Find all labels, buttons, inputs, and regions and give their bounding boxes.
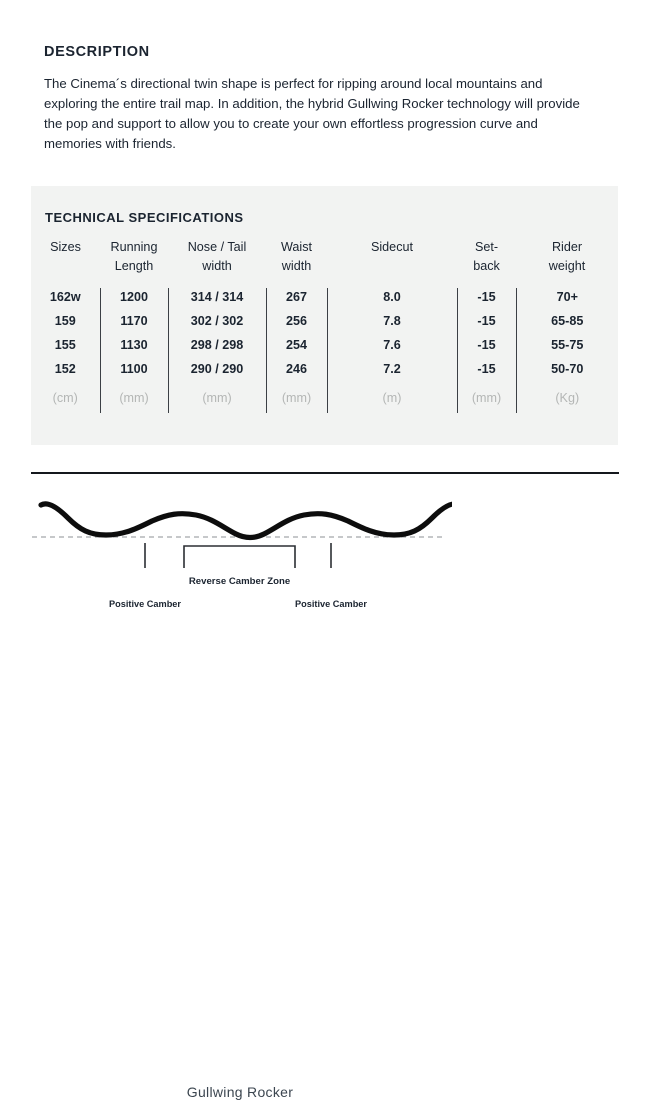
cell-running-length: 1170 <box>99 312 168 336</box>
header-line-2: width <box>202 259 232 273</box>
column-header-rider-weight: Rider weight <box>516 234 618 288</box>
rocker-profile-svg: Reverse Camber Zone Positive Camber Posi… <box>32 501 452 609</box>
header-line-1: Nose / Tail <box>187 240 247 254</box>
specifications-table: Sizes Running Length Nose / Tail width W… <box>31 234 618 413</box>
rocker-caption: Gullwing Rocker <box>186 1084 294 1100</box>
cell-setback: -15 <box>456 360 516 384</box>
unit-size: (cm) <box>52 391 78 405</box>
table-row: 155 1130 298 / 298 254 7.6 -15 55-75 <box>31 336 618 360</box>
positive-camber-left-label: Positive Camber <box>109 599 181 609</box>
cell-waist-width: 246 <box>265 360 327 384</box>
reverse-camber-bracket <box>183 545 296 568</box>
cell-rider-weight: 50-70 <box>515 360 618 384</box>
reverse-camber-zone-label: Reverse Camber Zone <box>189 576 290 587</box>
positive-camber-right-label: Positive Camber <box>295 599 367 609</box>
cell-size: 155 <box>54 338 76 352</box>
header-line-1: Sidecut <box>370 240 413 254</box>
cell-sidecut: 7.6 <box>326 336 457 360</box>
rocker-profile-diagram: Reverse Camber Zone Positive Camber Posi… <box>28 488 452 1100</box>
description-heading: DESCRIPTION <box>44 44 150 60</box>
cell-size: 159 <box>54 314 76 328</box>
cell-size: 162w <box>49 290 81 304</box>
cell-nose-tail-width: 302 / 302 <box>167 312 266 336</box>
description-section: DESCRIPTION The Cinema´s directional twi… <box>44 44 604 154</box>
product-spec-page: DESCRIPTION The Cinema´s directional twi… <box>28 44 619 1100</box>
table-row: 162w 1200 314 / 314 267 8.0 -15 70+ <box>31 288 618 312</box>
cell-sidecut: 8.0 <box>326 288 457 312</box>
header-line-2: width <box>281 259 312 273</box>
cell-nose-tail-width: 298 / 298 <box>167 336 266 360</box>
cell-setback: -15 <box>456 312 516 336</box>
rocker-curve <box>38 501 452 541</box>
column-header-sizes: Sizes <box>31 234 100 288</box>
cell-waist-width: 254 <box>265 336 327 360</box>
cell-rider-weight: 65-85 <box>515 312 618 336</box>
unit-nose-tail-width: (mm) <box>167 384 266 413</box>
table-row: 159 1170 302 / 302 256 7.8 -15 65-85 <box>31 312 618 336</box>
technical-specifications-heading: TECHNICAL SPECIFICATIONS <box>45 210 244 225</box>
cell-running-length: 1200 <box>99 288 168 312</box>
cell-sidecut: 7.2 <box>326 360 457 384</box>
technical-specifications-panel: TECHNICAL SPECIFICATIONS Sizes Running L… <box>31 186 618 445</box>
cell-setback: -15 <box>456 336 516 360</box>
cell-nose-tail-width: 314 / 314 <box>167 288 266 312</box>
cell-rider-weight: 55-75 <box>515 336 618 360</box>
cell-size: 152 <box>54 362 76 376</box>
cell-waist-width: 256 <box>265 312 327 336</box>
header-line-1: Set- <box>474 240 499 254</box>
cell-running-length: 1130 <box>99 336 168 360</box>
header-line-1: Sizes <box>50 240 81 254</box>
column-header-setback: Set- back <box>457 234 516 288</box>
header-line-1: Running <box>110 240 158 254</box>
description-text: The Cinema´s directional twin shape is p… <box>44 76 580 151</box>
cell-sidecut: 7.8 <box>326 312 457 336</box>
table-body: 162w 1200 314 / 314 267 8.0 -15 70+ 159 … <box>31 288 618 413</box>
header-line-2: weight <box>548 259 586 273</box>
cell-running-length: 1100 <box>99 360 168 384</box>
section-divider <box>31 472 619 474</box>
column-header-waist-width: Waist width <box>266 234 327 288</box>
header-line-1: Waist <box>280 240 313 254</box>
unit-sidecut: (m) <box>326 384 457 413</box>
header-line-2: back <box>473 259 500 273</box>
table-units-row: (cm) (mm) (mm) (mm) (m) (mm) (Kg) <box>31 384 618 413</box>
unit-waist-width: (mm) <box>265 384 327 413</box>
table-row: 152 1100 290 / 290 246 7.2 -15 50-70 <box>31 360 618 384</box>
unit-rider-weight: (Kg) <box>515 384 618 413</box>
header-line-1: Rider <box>551 240 583 254</box>
cell-waist-width: 267 <box>265 288 327 312</box>
table-header-row: Sizes Running Length Nose / Tail width W… <box>31 234 618 288</box>
table-header: Sizes Running Length Nose / Tail width W… <box>31 234 618 288</box>
column-header-running-length: Running Length <box>100 234 168 288</box>
column-header-nose-tail-width: Nose / Tail width <box>168 234 266 288</box>
cell-rider-weight: 70+ <box>515 288 618 312</box>
column-header-sidecut: Sidecut <box>327 234 457 288</box>
cell-nose-tail-width: 290 / 290 <box>167 360 266 384</box>
header-line-2: Length <box>114 259 154 273</box>
unit-setback: (mm) <box>456 384 516 413</box>
cell-setback: -15 <box>456 288 516 312</box>
unit-running-length: (mm) <box>99 384 168 413</box>
